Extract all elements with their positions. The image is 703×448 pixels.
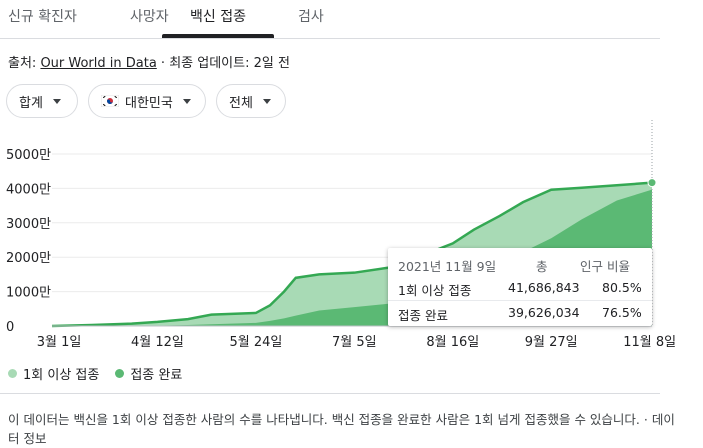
tooltip-row-ratio: 76.5% [602, 305, 642, 320]
tooltip-row-total: 39,626,034 [508, 305, 580, 320]
aggregate-value: 합계 [19, 95, 43, 111]
data-note: 이 데이터는 백신을 1회 이상 접종한 사람의 수를 나타냅니다. 백신 접종… [8, 412, 675, 446]
scope-dropdown[interactable]: 전체 [216, 84, 286, 118]
y-tick-label: 0 [6, 320, 14, 335]
divider [0, 393, 660, 394]
region-dropdown[interactable]: 대한민국 [88, 84, 206, 118]
y-tick-label: 1000만 [6, 286, 51, 301]
tooltip-date: 2021년 11월 9일 [398, 259, 497, 274]
tooltip-row-ratio: 80.5% [602, 280, 642, 295]
source-link[interactable]: Our World in Data [40, 56, 157, 71]
tab-tests[interactable]: 검사 [298, 9, 324, 25]
tab-bar: 신규 확진자 사망자 백신 접종 검사 [0, 0, 660, 39]
y-tick-label: 3000만 [6, 217, 51, 232]
chevron-down-icon [182, 98, 191, 104]
x-tick-label: 11월 8일 [623, 335, 676, 350]
region-value: 대한민국 [125, 95, 173, 111]
source-prefix: 출처: [8, 56, 41, 71]
active-tab-indicator [162, 34, 274, 38]
tooltip-row-partial: 1회 이상 접종 41,686,843 80.5% [388, 276, 652, 301]
tooltip-row-label: 접종 완료 [398, 308, 448, 323]
y-tick-label: 5000만 [6, 148, 51, 163]
x-tick-label: 9월 27일 [525, 335, 578, 350]
x-tick-label: 3월 1일 [37, 335, 82, 350]
chart-tooltip: 2021년 11월 9일 총 인구 비율 1회 이상 접종 41,686,843… [388, 248, 652, 326]
source-line: 출처: Our World in Data · 최종 업데이트: 2일 전 [8, 52, 290, 71]
legend-label-partial: 1회 이상 접종 [23, 368, 100, 383]
legend-label-full: 접종 완료 [130, 368, 183, 383]
legend-swatch-full [115, 369, 125, 378]
south-korea-flag-icon [101, 95, 119, 107]
tooltip-col-total: 총 [536, 259, 548, 274]
tooltip-header: 2021년 11월 9일 총 인구 비율 [388, 252, 652, 276]
chevron-down-icon [52, 98, 61, 104]
tooltip-row-full: 접종 완료 39,626,034 76.5% [388, 301, 652, 325]
scope-value: 전체 [229, 95, 253, 111]
y-tick-label: 2000만 [6, 251, 51, 266]
update-info: · 최종 업데이트: 2일 전 [156, 56, 290, 71]
chevron-down-icon [262, 98, 271, 104]
chart-legend: 1회 이상 접종 접종 완료 [8, 364, 182, 383]
tooltip-row-label: 1회 이상 접종 [398, 283, 472, 298]
x-tick-label: 8월 16일 [426, 335, 479, 350]
tooltip-col-ratio: 인구 비율 [580, 259, 630, 274]
x-tick-label: 4월 12일 [131, 335, 184, 350]
hover-point [647, 178, 657, 188]
tooltip-row-total: 41,686,843 [508, 280, 580, 295]
tab-deaths[interactable]: 사망자 [130, 9, 169, 25]
aggregate-dropdown[interactable]: 합계 [6, 84, 78, 118]
x-tick-label: 5월 24일 [229, 335, 282, 350]
x-tick-label: 7월 5일 [332, 335, 377, 350]
y-tick-label: 4000만 [6, 182, 51, 197]
tab-vaccination[interactable]: 백신 접종 [190, 9, 246, 25]
series-line-partial [51, 181, 653, 328]
tab-new-cases[interactable]: 신규 확진자 [8, 9, 77, 25]
legend-swatch-partial [8, 369, 17, 378]
